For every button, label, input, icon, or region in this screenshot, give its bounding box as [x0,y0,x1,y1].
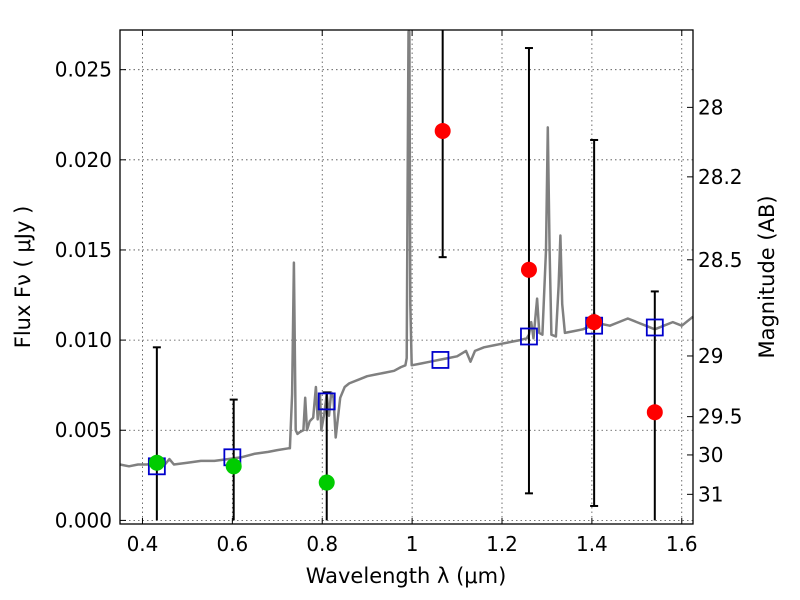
x-tick-label: 1 [406,532,419,556]
observed-point-layer [148,122,663,491]
x-tick-label: 0.4 [127,532,159,556]
y-tick-label: 0.015 [55,238,112,262]
spectrum-layer [119,30,694,468]
model-square [645,318,664,337]
x-tick-label: 1.4 [576,532,608,556]
axis-ticks [120,30,693,524]
y2-tick-label: 30 [698,443,723,467]
grid [120,30,693,524]
y-tick-label: 0.000 [55,508,112,532]
y-tick-label: 0.010 [55,328,112,352]
observed-point [318,474,335,491]
observed-point [148,454,165,471]
plot-frame [119,29,694,525]
y2-axis-label: Magnitude (AB) [755,195,779,358]
y-axis-label: Flux Fν ( μJy ) [11,206,35,349]
y-tick-labels: 0.000 0.005 0.010 0.015 0.020 0.025 [55,58,112,533]
y2-tick-label: 28.5 [698,248,743,272]
y2-tick-label: 28.2 [698,165,743,189]
observed-point [586,314,603,331]
observed-point [520,261,537,278]
y2-tick-label: 31 [698,482,723,506]
spectrum-line [119,30,694,468]
y2-tick-label: 29 [698,344,723,368]
y-tick-label: 0.025 [55,58,112,82]
x-tick-labels: 0.4 0.6 0.8 1 1.2 1.4 1.6 [127,532,698,556]
x-tick-label: 0.8 [306,532,338,556]
observed-point [434,122,451,139]
y2-tick-labels: 28 28.2 28.5 29 29.5 30 31 [698,95,743,506]
observed-point [225,458,242,475]
observed-point [646,404,663,421]
model-square [317,392,336,411]
x-tick-label: 0.6 [216,532,248,556]
x-axis-label: Wavelength λ (μm) [306,564,507,588]
y-tick-label: 0.005 [55,418,112,442]
x-tick-label: 1.2 [486,532,518,556]
y-tick-label: 0.020 [55,148,112,172]
model-square [520,327,538,346]
y2-tick-label: 28 [698,95,723,119]
model-square [431,351,450,369]
y2-tick-label: 29.5 [698,405,743,429]
x-tick-label: 1.6 [666,532,698,556]
